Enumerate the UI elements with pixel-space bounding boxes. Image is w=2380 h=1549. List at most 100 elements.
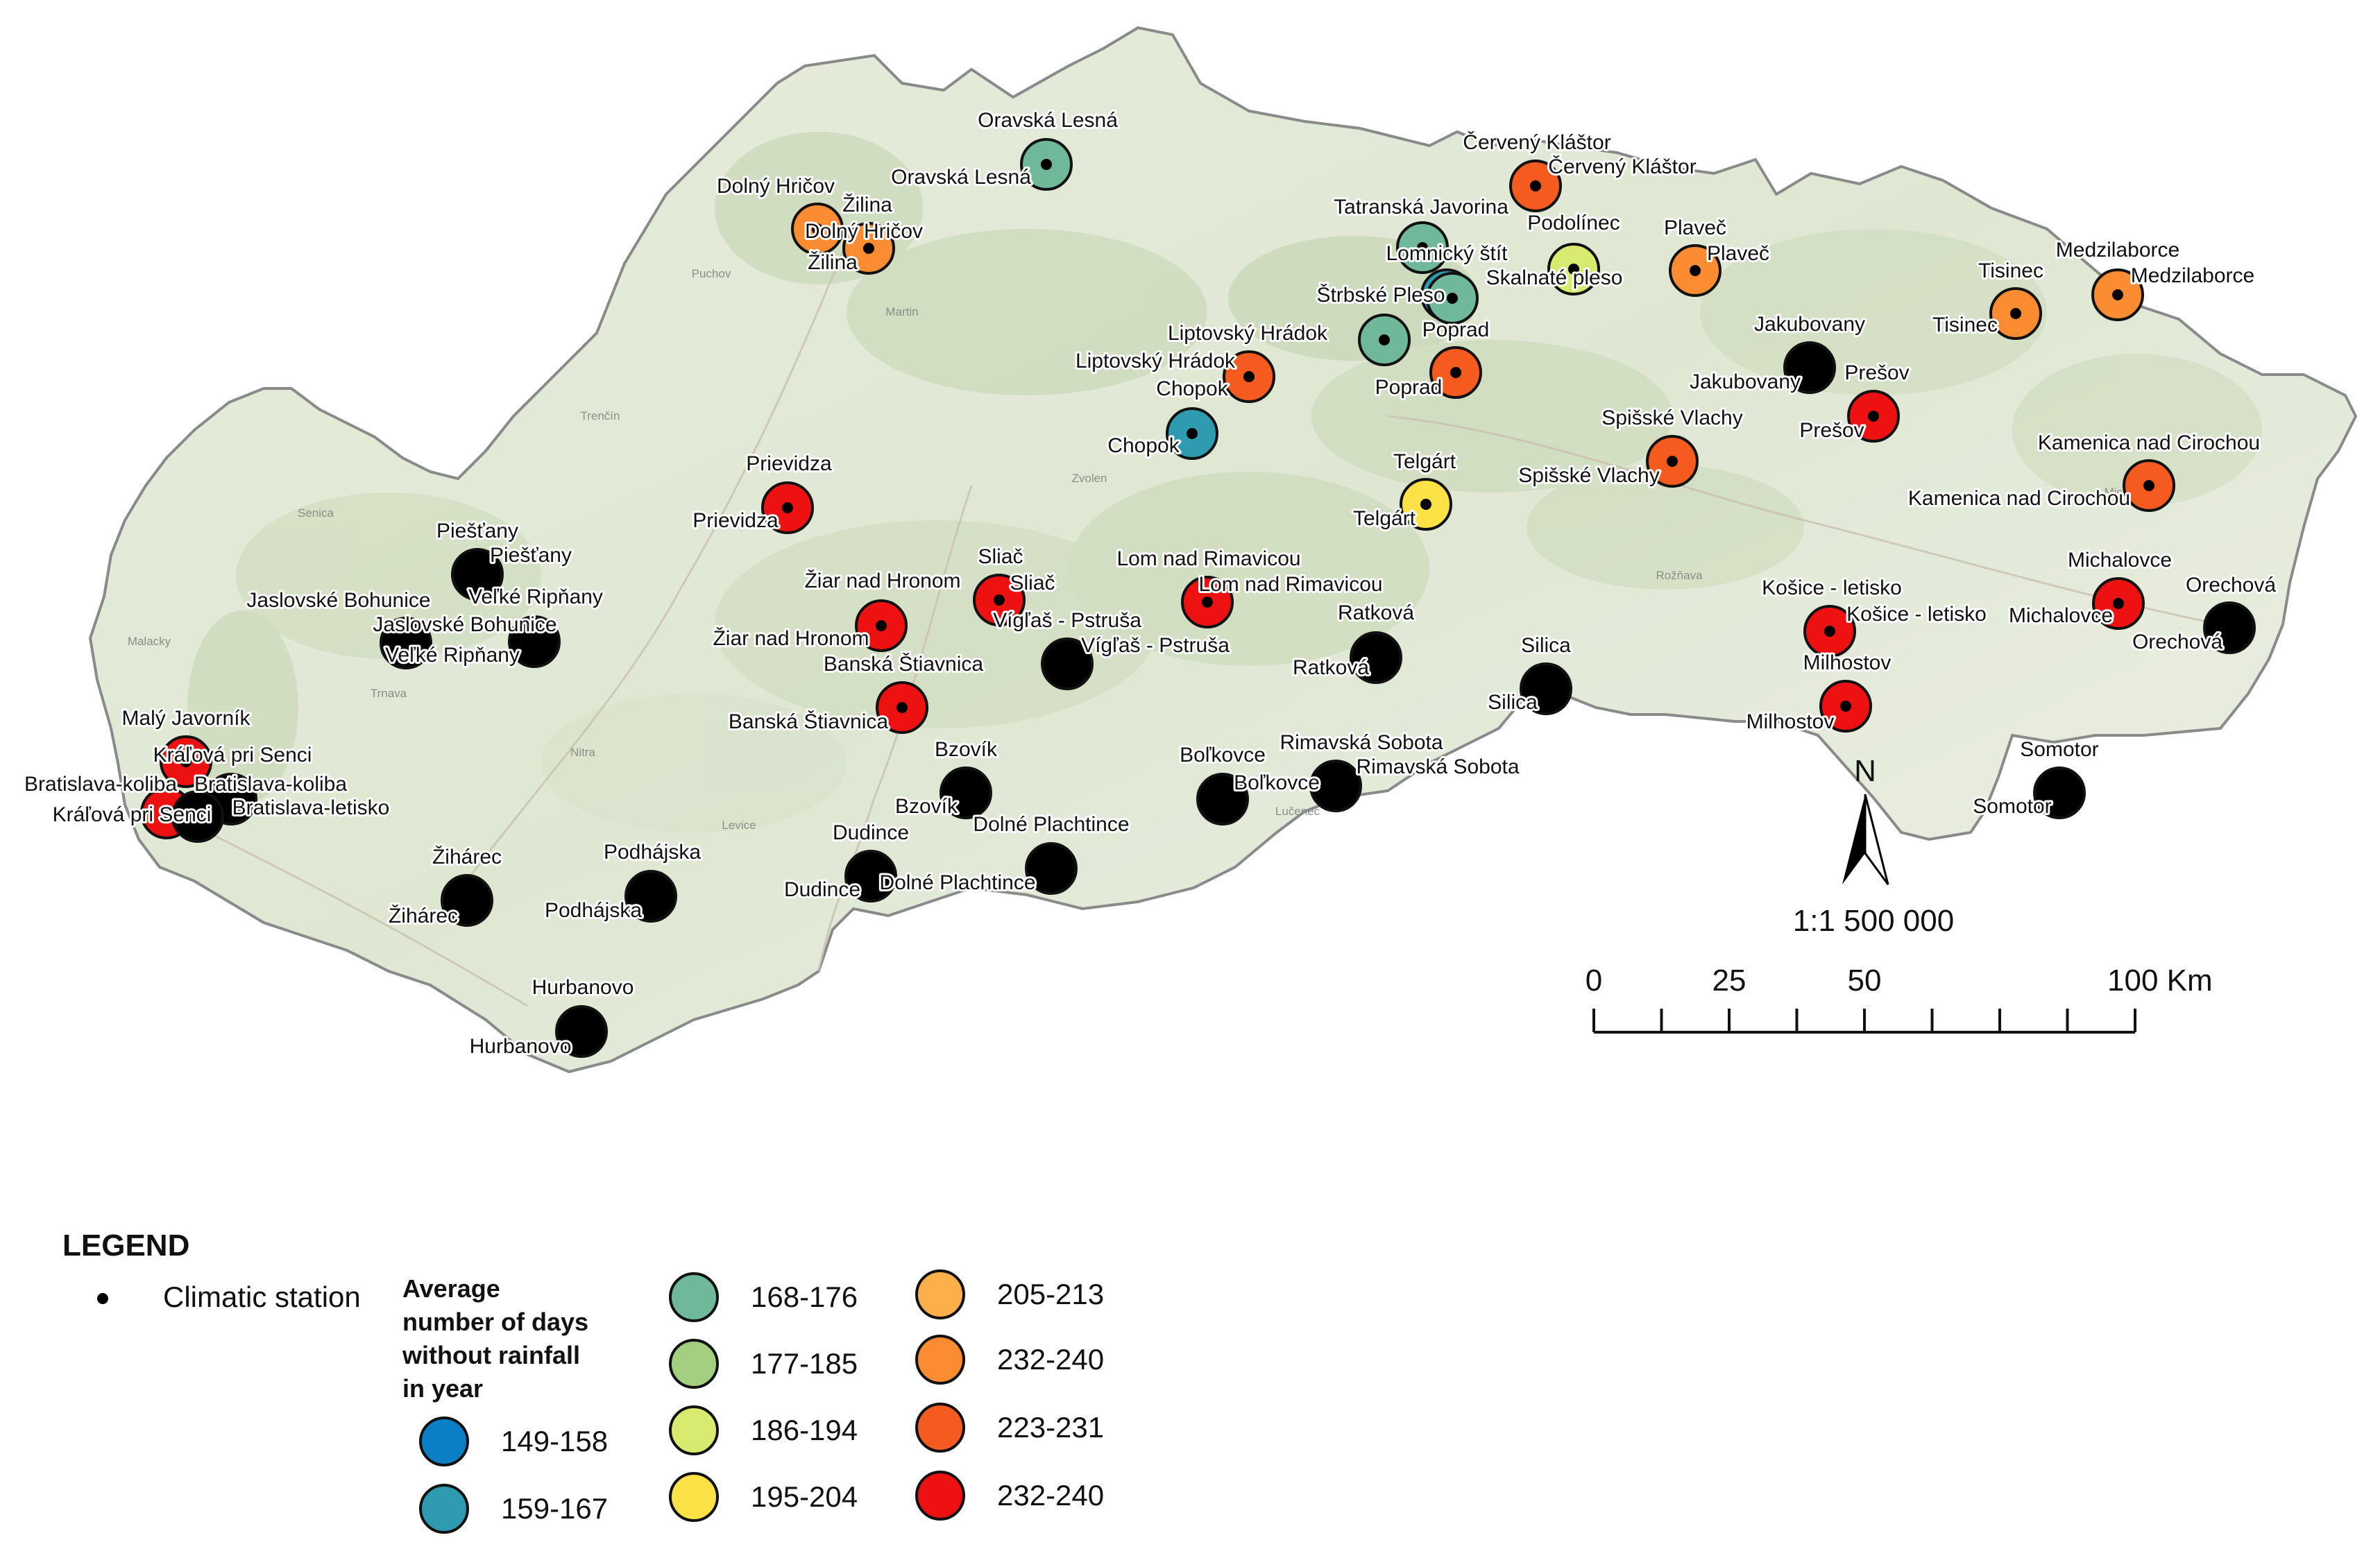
station-skalnate-pleso[interactable]: [1426, 272, 1479, 325]
station-label-hurbanovo: Hurbanovo: [470, 1035, 572, 1058]
station-label-ziar-nad-hronom: Žiar nad Hronom: [804, 570, 960, 592]
legend-subtitle-4: in year: [402, 1374, 483, 1403]
station-label-velke-ripnany: Veľké Ripňany: [468, 585, 603, 608]
station-orechova[interactable]: [2203, 601, 2256, 654]
station-label-silica: Silica: [1521, 634, 1571, 657]
station-oravska-lesna[interactable]: [1020, 138, 1073, 191]
station-sliac[interactable]: [973, 574, 1026, 626]
legend-item-5: 195-204: [669, 1472, 858, 1522]
station-spisske-vlachy[interactable]: [1646, 435, 1699, 488]
station-ziar-nad-hronom[interactable]: [855, 599, 908, 652]
station-dot-icon: [1447, 293, 1458, 304]
station-dolny-hricov[interactable]: [791, 203, 844, 255]
station-label-medzilaborce: Medzilaborce: [2056, 239, 2179, 262]
station-label-prievidza: Prievidza: [746, 452, 832, 475]
station-telgart[interactable]: [1400, 478, 1452, 531]
station-plavec[interactable]: [1669, 244, 1722, 297]
station-maly-javornik[interactable]: [160, 735, 212, 788]
station-dot-icon: [645, 891, 656, 902]
station-dot-icon: [2224, 622, 2235, 633]
station-label-dudince: Dudince: [784, 878, 860, 901]
scale-bar: 0 25 50 100 Km: [1586, 964, 2213, 1034]
station-dot-icon: [896, 702, 908, 713]
north-arrow: N: [1842, 754, 1889, 885]
station-label-podhajska: Podhájska: [604, 841, 701, 864]
legend-subtitle-1: Average: [402, 1274, 500, 1303]
station-velke-ripnany[interactable]: [508, 615, 561, 668]
legend-item-6: 205-213: [915, 1269, 1104, 1319]
legend-range-label: 149-158: [501, 1425, 608, 1457]
legend-subtitle-2: number of days: [402, 1308, 588, 1336]
station-jakubovany[interactable]: [1783, 341, 1836, 394]
station-prievidza[interactable]: [761, 481, 814, 534]
station-milhostov[interactable]: [1819, 680, 1872, 733]
station-jaslovske-bohunice[interactable]: [380, 617, 432, 669]
place-label-puchov: Puchov: [692, 267, 731, 280]
station-michalovce[interactable]: [2092, 577, 2145, 630]
station-label-kosice-letisko: Košice - letisko: [1846, 603, 1987, 626]
legend-item-9: 232-240: [915, 1471, 1104, 1521]
station-medzilaborce[interactable]: [2091, 268, 2144, 321]
station-chopok[interactable]: [1166, 407, 1218, 460]
legend-range-label: 195-204: [751, 1480, 858, 1513]
station-dot-icon: [1243, 371, 1255, 382]
station-kosice-letisko[interactable]: [1803, 605, 1856, 658]
station-label-podhajska: Podhájska: [545, 899, 642, 922]
station-dolne-plachtince[interactable]: [1025, 842, 1078, 895]
station-silica[interactable]: [1520, 662, 1572, 715]
station-bzovik[interactable]: [940, 767, 992, 819]
station-strbske-pleso[interactable]: [1358, 314, 1411, 366]
station-presov[interactable]: [1847, 390, 1900, 443]
station-label-kosice-letisko: Košice - letisko: [1762, 576, 1902, 599]
station-bolkovce[interactable]: [1196, 773, 1249, 825]
station-label-jaslovske-bohunice: Jaslovské Bohunice: [373, 613, 556, 636]
legend-item-4: 186-194: [669, 1405, 858, 1455]
station-dot-icon: [180, 756, 192, 767]
stations-layer: [140, 138, 2256, 1058]
station-podolinec[interactable]: [1547, 243, 1600, 296]
station-label-medzilaborce: Medzilaborce: [2131, 264, 2254, 287]
station-label-somotor: Somotor: [1973, 795, 2051, 818]
station-label-milhostov: Milhostov: [1746, 710, 1835, 733]
station-dot-icon: [1379, 334, 1390, 345]
station-piestany[interactable]: [451, 548, 504, 601]
station-tatranska-javorina[interactable]: [1396, 221, 1449, 274]
legend-item-1: 159-167: [419, 1484, 608, 1534]
station-somotor[interactable]: [2033, 767, 2086, 819]
station-dudince[interactable]: [844, 850, 897, 902]
station-dot-icon: [2054, 787, 2065, 798]
station-dot-icon: [2143, 480, 2154, 491]
station-poprad[interactable]: [1429, 346, 1482, 399]
station-liptovsky-hradok[interactable]: [1223, 350, 1275, 403]
north-letter: N: [1854, 754, 1876, 788]
station-label-bolkovce: Boľkovce: [1180, 744, 1266, 767]
station-viglas-pstrusa[interactable]: [1041, 637, 1094, 690]
station-label-plavec: Plaveč: [1664, 216, 1726, 239]
station-kamenica-nad-cirochou[interactable]: [2123, 459, 2175, 512]
station-lom-nad-rimavicou[interactable]: [1181, 576, 1234, 628]
station-tisinec[interactable]: [1989, 287, 2042, 340]
station-ratkova[interactable]: [1350, 631, 1402, 684]
station-rimavska-sobota[interactable]: [1309, 760, 1362, 812]
station-cerveny-klastor[interactable]: [1509, 160, 1562, 212]
station-label-tisinec: Tisinec: [1978, 259, 2043, 282]
station-label-poprad: Poprad: [1375, 376, 1443, 399]
legend-swatch: [419, 1484, 469, 1534]
station-banska-stiavnica[interactable]: [876, 681, 928, 734]
station-dot-icon: [1804, 362, 1815, 373]
station-dot-icon: [1840, 701, 1851, 712]
legend: LEGEND Climatic station Average number o…: [62, 1229, 1104, 1534]
station-label-piestany: Piešťany: [490, 544, 572, 567]
scale-ratio: 1:1 500 000: [1793, 904, 1954, 938]
station-dot-icon: [576, 1026, 587, 1037]
station-label-bzovik: Bzovík: [895, 795, 958, 818]
station-label-oravska-lesna: Oravská Lesná: [978, 109, 1118, 132]
station-bratislava-letisko[interactable]: [171, 790, 224, 843]
station-dot-icon: [2112, 289, 2123, 300]
station-hurbanovo[interactable]: [555, 1005, 608, 1058]
station-zilina[interactable]: [842, 222, 895, 275]
station-ziharec[interactable]: [441, 874, 493, 927]
legend-range-label: 168-176: [751, 1281, 858, 1313]
station-label-bratislava-koliba: Bratislava-koliba: [24, 773, 177, 796]
station-podhajska[interactable]: [624, 870, 677, 923]
